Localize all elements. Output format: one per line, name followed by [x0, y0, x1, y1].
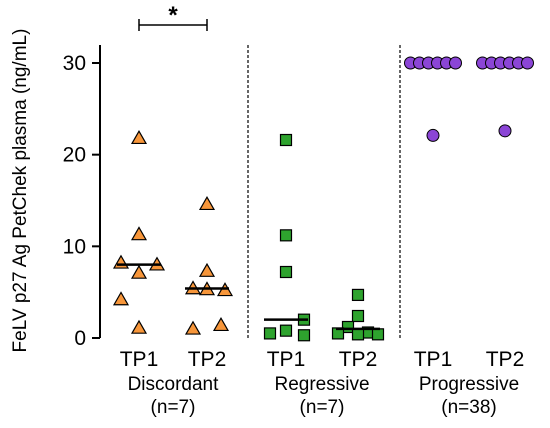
- group-n-label: (n=38): [441, 397, 496, 418]
- data-point: [297, 329, 311, 342]
- data-point: [351, 309, 365, 323]
- y-tick-label: 0: [74, 327, 86, 350]
- x-tick-label: TP2: [188, 348, 227, 371]
- y-tick-label: 30: [63, 52, 86, 75]
- data-point: [198, 195, 216, 211]
- data-point: [130, 129, 148, 145]
- group-discordant: TP1 TP2 Discordant(n=7): [112, 129, 234, 418]
- group-regressive: TP1 TP2 Regressive(n=7): [263, 133, 385, 418]
- group-n-label: (n=7): [300, 397, 345, 418]
- group-name-label: Regressive: [274, 374, 369, 395]
- y-tick-label: 20: [63, 144, 86, 167]
- data-point: [449, 56, 462, 70]
- data-point: [212, 316, 230, 332]
- group-name-label: Discordant: [128, 374, 220, 395]
- data-point: [498, 124, 512, 138]
- data-point: [521, 56, 534, 70]
- data-point: [351, 328, 365, 341]
- x-tick-label: TP1: [120, 348, 159, 371]
- x-tick-label: TP2: [486, 348, 525, 371]
- x-tick-label: TP1: [267, 348, 306, 371]
- y-tick-label: 10: [63, 235, 86, 258]
- x-tick-label: TP1: [414, 348, 453, 371]
- data-point: [351, 288, 365, 302]
- data-point: [371, 328, 385, 341]
- data-point: [130, 319, 148, 334]
- data-point: [341, 320, 355, 334]
- group-name-label: Progressive: [419, 374, 519, 395]
- data-point: [112, 291, 130, 306]
- group-n-label: (n=7): [151, 397, 196, 418]
- data-point: [426, 128, 440, 142]
- x-tick-label: TP2: [339, 348, 378, 371]
- data-point: [130, 264, 148, 279]
- data-point: [198, 262, 216, 277]
- significance-star: *: [168, 2, 178, 29]
- data-point: [279, 324, 293, 337]
- data-point: [263, 327, 277, 340]
- data-point: [130, 226, 148, 241]
- y-axis-label: FeLV p27 Ag PetChek plasma (ng/mL): [10, 29, 31, 353]
- data-point: [184, 320, 202, 335]
- group-progressive: TP1 TP2 Progressive(n=38): [404, 56, 534, 418]
- data-point: [279, 133, 293, 147]
- data-point: [279, 265, 293, 279]
- data-point: [112, 254, 130, 269]
- data-point: [279, 229, 293, 242]
